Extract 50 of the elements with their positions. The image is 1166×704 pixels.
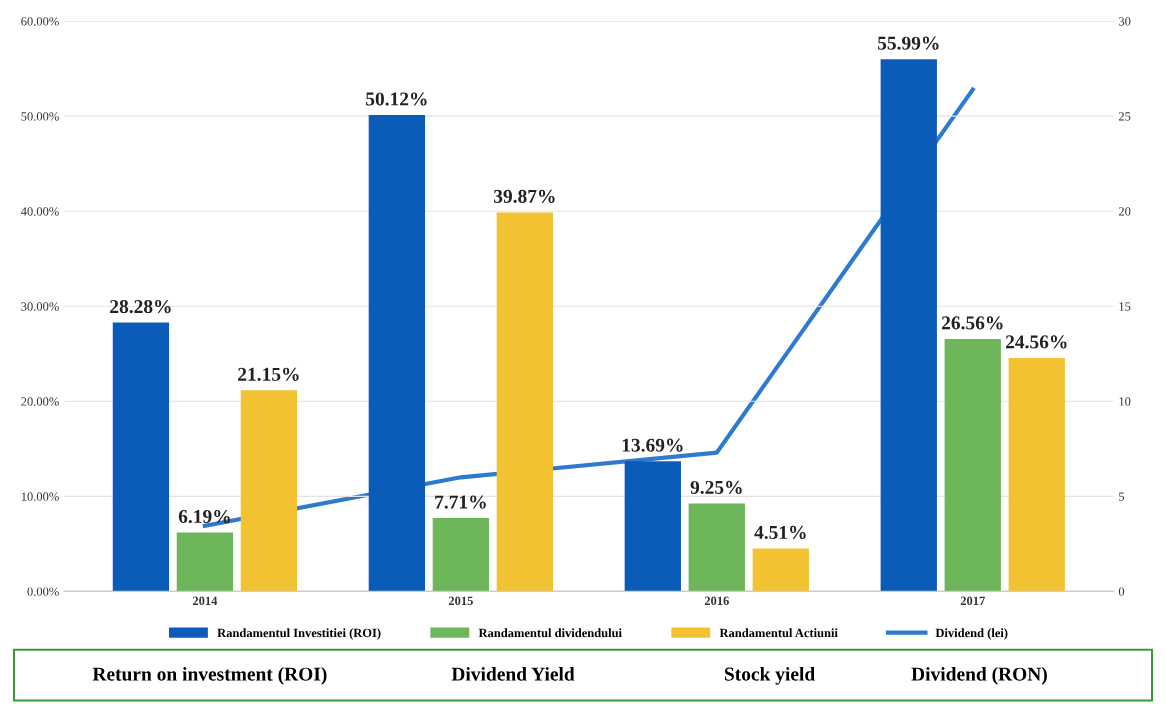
bar	[1008, 357, 1065, 592]
bar	[944, 338, 1001, 592]
x-tick-label: 2017	[960, 596, 985, 606]
text: Dividend (RON)	[911, 667, 1047, 685]
bar	[496, 212, 553, 592]
y2-tick-label: 10	[1119, 397, 1131, 406]
text: Dividend Yield	[451, 667, 575, 681]
bar	[880, 59, 937, 592]
y-tick-label: 0.00%	[27, 587, 59, 596]
data-label: 13.69%	[622, 438, 683, 452]
x-tick-label: 2014	[192, 596, 218, 606]
legend-label: Randamentul Actiunii	[719, 628, 838, 638]
data-label: 24.56%	[1005, 335, 1067, 349]
y2-tick-label: 25	[1118, 112, 1131, 121]
y2-tick-label: 30	[1118, 17, 1131, 26]
data-label: 50.12%	[366, 92, 427, 106]
x-tick-label: 2016	[704, 596, 729, 606]
data-label: 4.51%	[754, 525, 806, 540]
y-tick-label: 20.00%	[21, 397, 59, 406]
y-tick-label: 40.00%	[20, 207, 59, 216]
legend-label: Randamentul Investitiei (ROI)	[217, 628, 381, 640]
text: Stock yield	[724, 667, 815, 685]
data-label: 39.87%	[493, 189, 555, 204]
legend-label: Randamentul dividendului	[478, 628, 622, 638]
bar	[752, 548, 809, 592]
text: Return on investment (ROI)	[92, 667, 327, 685]
bar	[688, 503, 745, 592]
data-label: 28.28%	[110, 299, 171, 314]
y-tick-label: 60.00%	[21, 17, 59, 26]
data-label: 21.15%	[238, 367, 299, 381]
data-label: 55.99%	[877, 36, 939, 50]
y2-tick-label: 0	[1118, 587, 1125, 596]
bar	[112, 322, 170, 592]
y-tick-label: 30.00%	[21, 302, 59, 311]
data-label: 6.19%	[178, 509, 230, 524]
y2-tick-label: 20	[1118, 207, 1131, 216]
legend-label: Dividend (lei)	[935, 628, 1008, 640]
bar	[624, 461, 681, 592]
bar	[368, 115, 426, 592]
y2-tick-label: 15	[1119, 302, 1131, 311]
y-tick-label: 10.00%	[21, 492, 59, 501]
bar	[240, 390, 298, 592]
bar	[432, 518, 490, 592]
x-tick-label: 2015	[448, 596, 473, 606]
y2-tick-label: 5	[1119, 492, 1125, 501]
y-tick-label: 50.00%	[21, 112, 59, 121]
bar	[176, 532, 234, 592]
data-label: 9.25%	[690, 480, 742, 495]
data-label: 7.71%	[435, 495, 486, 509]
data-label: 26.56%	[941, 316, 1003, 330]
